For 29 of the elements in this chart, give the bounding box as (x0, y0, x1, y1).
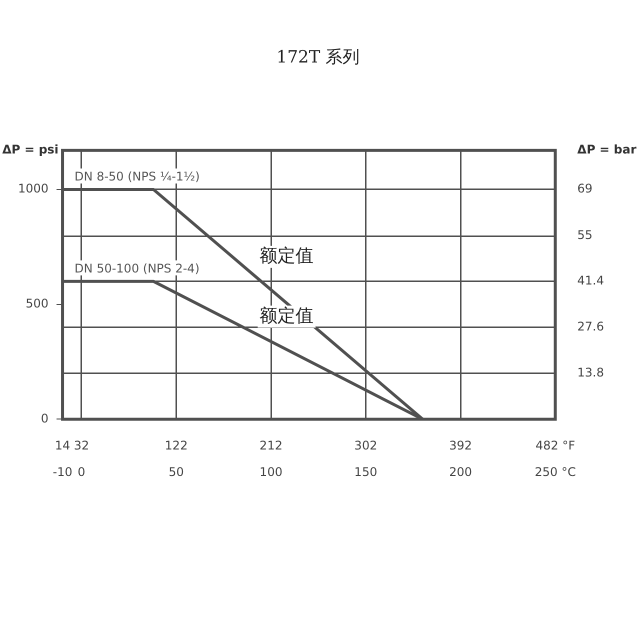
y2-tick-label: 69 (577, 181, 593, 196)
annotation: 额定值 (260, 305, 314, 326)
y2-tick-label: 27.6 (577, 319, 604, 334)
y2-tick-label: 13.8 (577, 365, 604, 380)
x2-tick-label: 392 (449, 438, 472, 453)
x2-tick-label: 122 (164, 438, 188, 453)
y2-tick-label: 55 (577, 228, 593, 242)
x2-tick-label: 14 (54, 438, 70, 453)
y-tick-label: 0 (40, 411, 49, 426)
x-tick-label: 0 (78, 464, 86, 479)
series-label: DN 8-50 (NPS ¼-1½) (74, 170, 200, 184)
y2-axis-title: ΔP = bar (577, 142, 636, 157)
annotation: 额定值 (260, 246, 314, 267)
y2-tick-label: 41.4 (577, 273, 604, 288)
x2-tick-label: 482 °F (535, 438, 576, 453)
x-tick-label: 200 (449, 464, 472, 479)
x-tick-label: 50 (168, 464, 184, 479)
x-tick-label: -10 (52, 464, 72, 479)
y-tick-label: 500 (26, 296, 49, 310)
x2-tick-label: 32 (74, 438, 90, 453)
x2-tick-label: 302 (354, 438, 378, 453)
x2-tick-label: 212 (260, 438, 282, 453)
x-tick-label: 250 °C (534, 464, 576, 479)
y-tick-label: 1000 (18, 182, 49, 196)
y-axis-title: ΔP = psi (2, 142, 59, 157)
x-tick-label: 100 (260, 464, 282, 479)
series-label: DN 50-100 (NPS 2-4) (74, 261, 200, 276)
x-tick-label: 150 (354, 464, 378, 479)
chart-title: 172T 系列 (276, 48, 360, 68)
